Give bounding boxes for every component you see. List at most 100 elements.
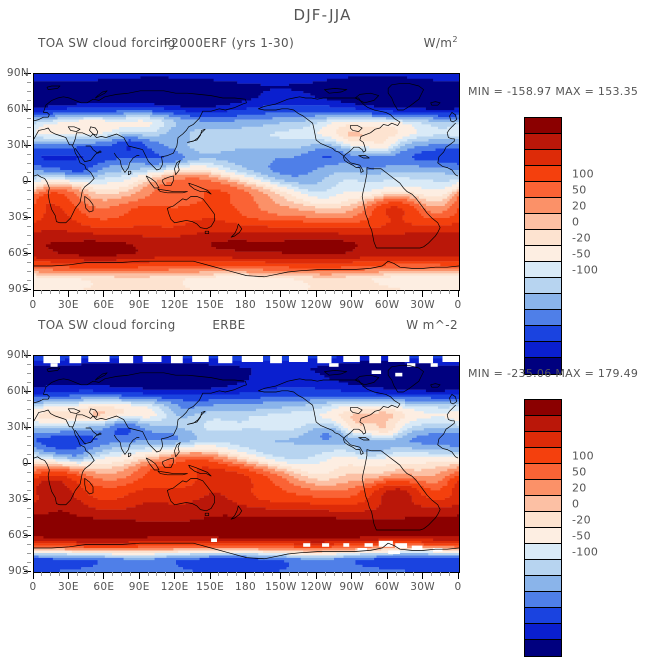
x-minor-tick [253,572,255,576]
x-minor-tick [324,572,326,576]
y-minor-tick [27,99,31,101]
x-minor-tick [200,290,202,294]
panel-header-left: TOA SW cloud forcing [38,36,176,50]
y-axis-label: 90S [8,565,29,577]
y-axis-label: 30S [8,211,29,223]
y-axis-label: 60N [6,385,29,397]
map-plot-model[interactable] [33,73,460,291]
x-major-tick [32,290,34,297]
x-minor-tick [227,572,229,576]
x-minor-tick [324,290,326,294]
y-minor-tick [27,363,31,365]
x-minor-tick [377,290,379,294]
x-axis-label: 60W [374,581,400,593]
y-axis-label: 60N [6,103,29,115]
map-plot-obs[interactable] [33,355,460,573]
x-minor-tick [413,572,415,576]
x-major-tick [351,290,353,297]
y-major-tick [24,426,31,428]
y-minor-tick [27,444,31,446]
y-major-tick [24,498,31,500]
x-minor-tick [165,290,167,294]
y-major-tick [24,108,31,110]
x-minor-tick [200,572,202,576]
x-axis-label: 120W [300,299,333,311]
colorbar-band [525,358,561,374]
colorbar-band [525,342,561,358]
x-major-tick [280,290,282,297]
x-axis-label: 90W [339,581,365,593]
colorbar-band [525,496,561,512]
x-axis-label: 0 [29,581,37,593]
x-minor-tick [289,572,291,576]
x-major-tick [67,572,69,579]
y-minor-tick [27,270,31,272]
colorbar-label: 100 [572,167,594,181]
y-minor-tick [27,471,31,473]
x-axis-label: 120E [160,299,189,311]
x-axis-label: 150E [196,581,225,593]
x-minor-tick [377,572,379,576]
x-minor-tick [430,572,432,576]
y-minor-tick [27,381,31,383]
x-minor-tick [262,572,264,576]
x-minor-tick [147,290,149,294]
min-max-stats: MIN = -158.97 MAX = 153.35 [468,85,639,98]
colorbar-label: -20 [572,231,591,245]
x-minor-tick [271,290,273,294]
x-axis-label: 180 [235,581,256,593]
x-axis-label: 30W [410,299,435,311]
colorbar[interactable] [524,399,562,657]
x-major-tick [174,572,176,579]
x-axis-label: 120W [300,581,333,593]
x-major-tick [245,290,246,297]
x-minor-tick [191,572,193,576]
x-major-tick [315,572,317,579]
y-minor-tick [27,453,31,455]
y-minor-tick [27,489,31,491]
colorbar-band [525,246,561,262]
x-minor-tick [227,290,229,294]
y-minor-tick [27,171,31,173]
x-axis-label: 0 [29,299,37,311]
x-minor-tick [94,572,96,576]
y-minor-tick [27,417,31,419]
x-axis-label: 90E [128,581,150,593]
x-minor-tick [289,290,291,294]
x-minor-tick [50,572,52,576]
y-major-tick [24,216,31,218]
colorbar-band [525,198,561,214]
panel-header-left: TOA SW cloud forcing [38,318,176,332]
y-major-tick [24,462,31,464]
panel-header-center: ERBE [212,318,246,332]
y-axis-label: 30N [6,421,29,433]
x-minor-tick [306,572,308,576]
colorbar-label: 50 [572,465,587,479]
x-minor-tick [41,290,43,294]
x-axis-label: 90W [339,299,365,311]
y-minor-tick [27,408,31,410]
x-major-tick [103,290,105,297]
colorbar-label: 0 [572,215,580,229]
colorbar-band [525,624,561,640]
y-minor-tick [27,561,31,563]
y-axis-label: 60S [8,529,29,541]
x-minor-tick [183,572,185,576]
colorbar[interactable] [524,117,562,375]
x-minor-tick [404,572,406,576]
x-axis-label: 0 [454,299,462,311]
y-axis-label: 90N [6,67,29,79]
y-major-tick [24,180,31,182]
colorbar-band [525,182,561,198]
y-axis-label: 30S [8,493,29,505]
y-minor-tick [27,198,31,200]
x-axis-label: 150E [196,299,225,311]
x-axis [32,572,459,588]
x-major-tick [422,290,424,297]
x-axis-label: 60E [93,581,115,593]
x-minor-tick [236,572,238,576]
x-minor-tick [191,290,193,294]
colorbar-label: 20 [572,481,587,495]
x-minor-tick [368,572,370,576]
x-major-tick [138,572,140,579]
